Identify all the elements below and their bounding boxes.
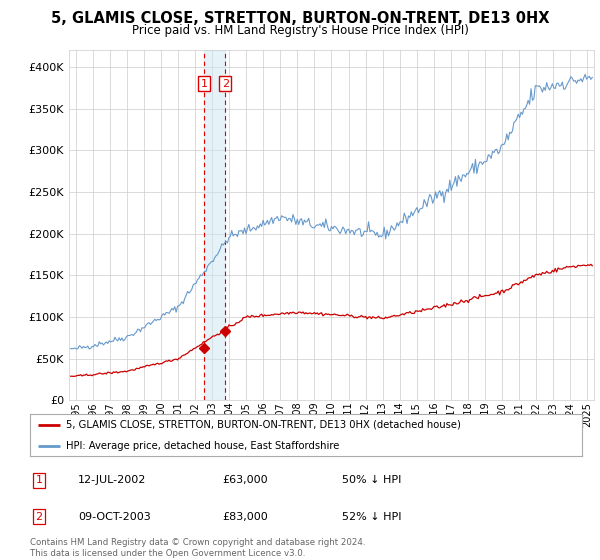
Text: £83,000: £83,000 (222, 512, 268, 521)
Text: 1: 1 (200, 79, 208, 88)
Text: 2: 2 (222, 79, 229, 88)
Text: 2: 2 (35, 512, 43, 521)
Text: HPI: Average price, detached house, East Staffordshire: HPI: Average price, detached house, East… (66, 441, 339, 451)
Text: Price paid vs. HM Land Registry's House Price Index (HPI): Price paid vs. HM Land Registry's House … (131, 24, 469, 36)
Text: 1: 1 (35, 475, 43, 485)
Text: Contains HM Land Registry data © Crown copyright and database right 2024.
This d: Contains HM Land Registry data © Crown c… (30, 538, 365, 558)
Text: 12-JUL-2002: 12-JUL-2002 (78, 475, 146, 485)
Text: 5, GLAMIS CLOSE, STRETTON, BURTON-ON-TRENT, DE13 0HX (detached house): 5, GLAMIS CLOSE, STRETTON, BURTON-ON-TRE… (66, 420, 461, 430)
Bar (204, 50, 226, 400)
Text: 09-OCT-2003: 09-OCT-2003 (78, 512, 151, 521)
Text: 5, GLAMIS CLOSE, STRETTON, BURTON-ON-TRENT, DE13 0HX: 5, GLAMIS CLOSE, STRETTON, BURTON-ON-TRE… (51, 11, 549, 26)
Text: 52% ↓ HPI: 52% ↓ HPI (342, 512, 401, 521)
Text: £63,000: £63,000 (222, 475, 268, 485)
Text: 50% ↓ HPI: 50% ↓ HPI (342, 475, 401, 485)
